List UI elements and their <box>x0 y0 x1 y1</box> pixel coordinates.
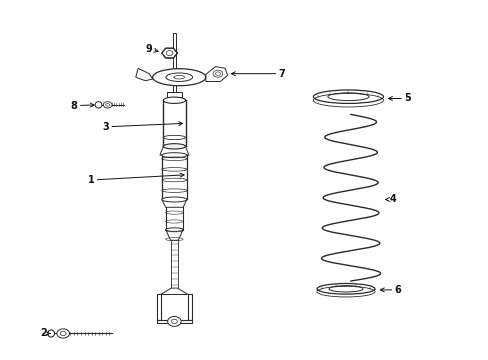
Text: 1: 1 <box>88 173 183 185</box>
Ellipse shape <box>152 69 205 86</box>
Circle shape <box>60 331 66 336</box>
Ellipse shape <box>316 283 374 294</box>
Text: 3: 3 <box>102 122 182 132</box>
Polygon shape <box>162 48 177 58</box>
Polygon shape <box>136 68 152 81</box>
Circle shape <box>167 316 181 327</box>
Ellipse shape <box>165 228 183 231</box>
Ellipse shape <box>165 73 192 81</box>
Text: 7: 7 <box>231 69 285 79</box>
Ellipse shape <box>163 97 185 103</box>
Ellipse shape <box>313 90 383 103</box>
Ellipse shape <box>48 330 54 337</box>
Polygon shape <box>160 146 188 155</box>
Text: 4: 4 <box>385 194 395 204</box>
Circle shape <box>215 72 220 76</box>
Ellipse shape <box>328 285 362 292</box>
Ellipse shape <box>162 197 186 202</box>
Ellipse shape <box>95 102 102 108</box>
Ellipse shape <box>174 76 184 79</box>
Circle shape <box>103 102 112 108</box>
Ellipse shape <box>327 93 368 100</box>
Text: 9: 9 <box>145 44 158 54</box>
Polygon shape <box>161 288 187 294</box>
Circle shape <box>105 103 109 106</box>
Ellipse shape <box>163 144 185 149</box>
Bar <box>187 294 191 320</box>
Circle shape <box>57 329 69 338</box>
Text: 8: 8 <box>71 100 94 111</box>
Text: 2: 2 <box>41 328 50 338</box>
Text: 6: 6 <box>380 285 400 295</box>
Ellipse shape <box>162 153 186 158</box>
Circle shape <box>166 51 173 55</box>
Text: 5: 5 <box>388 94 410 103</box>
Bar <box>167 93 181 97</box>
Polygon shape <box>165 230 183 240</box>
Bar <box>173 33 176 93</box>
Bar <box>157 320 191 323</box>
Bar <box>157 294 161 320</box>
Polygon shape <box>205 67 227 81</box>
Circle shape <box>171 319 177 324</box>
Circle shape <box>213 70 223 77</box>
Polygon shape <box>162 199 186 207</box>
